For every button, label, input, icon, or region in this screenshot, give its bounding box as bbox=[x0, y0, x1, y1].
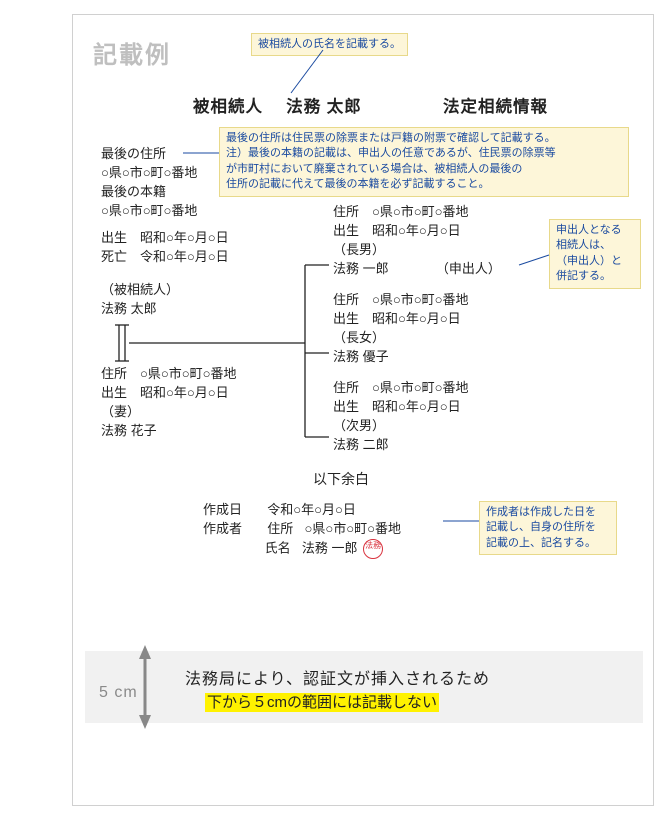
footer-line2: 下から５cmの範囲には記載しない bbox=[205, 691, 439, 712]
wife-block: 住所 ○県○市○町○番地 出生 昭和○年○月○日 （妻） 法務 花子 bbox=[101, 365, 236, 440]
c3-birth-date: 昭和○年○月○日 bbox=[372, 399, 461, 414]
wife-addr-value: ○県○市○町○番地 bbox=[140, 366, 236, 381]
wife-addr-label: 住所 bbox=[101, 366, 127, 381]
death-label: 死亡 bbox=[101, 249, 127, 264]
c3-tag: （次男） bbox=[333, 417, 468, 436]
c1-name: 法務 一郎 bbox=[333, 261, 389, 276]
callout-top: 被相続人の氏名を記載する。 bbox=[251, 33, 408, 56]
document-header: 被相続人 法務 太郎 法定相続情報 bbox=[193, 93, 548, 117]
wife-birth-date: 昭和○年○月○日 bbox=[140, 385, 229, 400]
c1-tag: （長男） bbox=[333, 241, 501, 260]
birth-label: 出生 bbox=[101, 230, 127, 245]
last-address-block: 最後の住所 ○県○市○町○番地 最後の本籍 ○県○市○町○番地 bbox=[101, 145, 197, 220]
c2-addr-value: ○県○市○町○番地 bbox=[372, 292, 468, 307]
c3-birth-label: 出生 bbox=[333, 399, 359, 414]
creator-name-value: 法務 一郎 bbox=[302, 540, 358, 555]
c3-addr-label: 住所 bbox=[333, 380, 359, 395]
footer-box: 法務局により、認証文が挿入されるため 下から５cmの範囲には記載しない bbox=[85, 651, 643, 723]
deceased-tag: （被相続人） bbox=[101, 281, 179, 300]
creator-block: 作成日 令和○年○月○日 作成者 住所 ○県○市○町○番地 氏名 法務 一郎 法… bbox=[203, 501, 401, 559]
child3-block: 住所 ○県○市○町○番地 出生 昭和○年○月○日 （次男） 法務 二郎 bbox=[333, 379, 468, 454]
c3-name: 法務 二郎 bbox=[333, 436, 468, 455]
info-title: 法定相続情報 bbox=[443, 98, 548, 116]
c2-birth-date: 昭和○年○月○日 bbox=[372, 311, 461, 326]
last-honseki-label: 最後の本籍 bbox=[101, 183, 197, 202]
deceased-block: （被相続人） 法務 太郎 bbox=[101, 281, 179, 319]
wife-tag: （妻） bbox=[101, 403, 236, 422]
child2-block: 住所 ○県○市○町○番地 出生 昭和○年○月○日 （長女） 法務 優子 bbox=[333, 291, 468, 366]
c2-tag: （長女） bbox=[333, 329, 468, 348]
deceased-label: 被相続人 bbox=[193, 98, 263, 116]
creator-addr-label: 住所 bbox=[267, 521, 293, 536]
deceased-name: 法務 太郎 bbox=[286, 98, 362, 116]
creator-addr-value: ○県○市○町○番地 bbox=[305, 521, 401, 536]
callout-address-note: 最後の住所は住民票の除票または戸籍の附票で確認して記載する。 注）最後の本籍の記… bbox=[219, 127, 629, 197]
example-title: 記載例 bbox=[93, 35, 171, 70]
last-honseki-value: ○県○市○町○番地 bbox=[101, 202, 197, 221]
c1-addr-value: ○県○市○町○番地 bbox=[372, 204, 468, 219]
end-margin-text: 以下余白 bbox=[313, 469, 369, 489]
c2-name: 法務 優子 bbox=[333, 348, 468, 367]
c1-birth-label: 出生 bbox=[333, 223, 359, 238]
creator-date-value: 令和○年○月○日 bbox=[267, 502, 356, 517]
c1-birth-date: 昭和○年○月○日 bbox=[372, 223, 461, 238]
wife-name: 法務 花子 bbox=[101, 422, 236, 441]
c2-birth-label: 出生 bbox=[333, 311, 359, 326]
footer-highlight: 下から５cmの範囲には記載しない bbox=[205, 693, 439, 712]
callout-applicant: 申出人となる 相続人は、 （申出人）と 併記する。 bbox=[549, 219, 641, 289]
seal-icon: 法務 bbox=[363, 539, 383, 559]
creator-date-label: 作成日 bbox=[203, 502, 242, 517]
last-addr-label: 最後の住所 bbox=[101, 145, 197, 164]
child1-block: 住所 ○県○市○町○番地 出生 昭和○年○月○日 （長男） 法務 一郎 （申出人… bbox=[333, 203, 501, 278]
c1-after: （申出人） bbox=[436, 261, 501, 276]
footer-line1: 法務局により、認証文が挿入されるため bbox=[185, 665, 490, 689]
c2-addr-label: 住所 bbox=[333, 292, 359, 307]
birth-death-block: 出生 昭和○年○月○日 死亡 令和○年○月○日 bbox=[101, 229, 229, 267]
creator-name-label: 氏名 bbox=[265, 540, 291, 555]
c1-addr-label: 住所 bbox=[333, 204, 359, 219]
wife-birth-label: 出生 bbox=[101, 385, 127, 400]
document-page: 記載例 被相続人の氏名を記載する。 被相続人 法務 太郎 法定相続情報 最後の住… bbox=[72, 14, 654, 806]
birth-date: 昭和○年○月○日 bbox=[140, 230, 229, 245]
deceased-name-value: 法務 太郎 bbox=[101, 300, 179, 319]
margin-label: 5 cm bbox=[99, 681, 138, 704]
last-addr-value: ○県○市○町○番地 bbox=[101, 164, 197, 183]
callout-creator: 作成者は作成した日を 記載し、自身の住所を 記載の上、記名する。 bbox=[479, 501, 617, 555]
creator-by-label: 作成者 bbox=[203, 521, 242, 536]
death-date: 令和○年○月○日 bbox=[140, 249, 229, 264]
c3-addr-value: ○県○市○町○番地 bbox=[372, 380, 468, 395]
